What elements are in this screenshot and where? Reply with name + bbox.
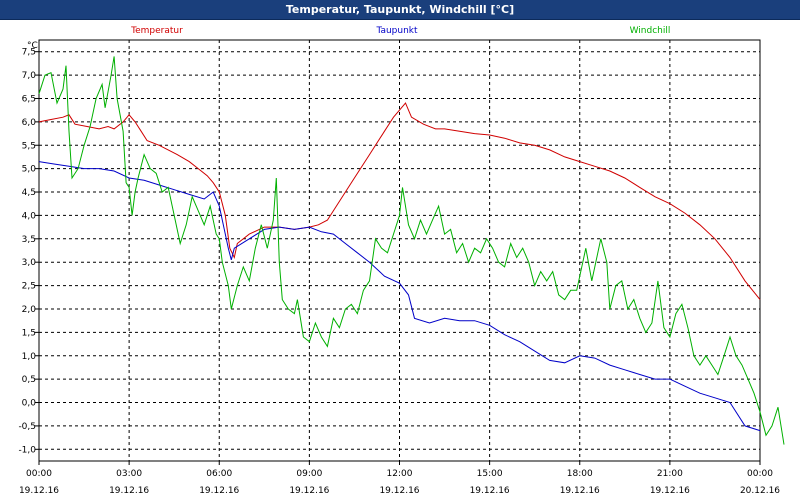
y-axis-unit: °C: [27, 41, 38, 51]
series-line-temperatur: [38, 102, 761, 300]
legend-windchill: Windchill: [630, 26, 671, 36]
y-tick-label: 2,5: [22, 282, 36, 292]
y-tick-label: 7,5: [22, 48, 36, 58]
y-tick-label: 4,5: [22, 188, 36, 198]
y-tick-label: 6,0: [22, 118, 37, 128]
chart-area: 7,5 7,0 6,5 6,0 5,5 5,0 4,5 4,0 3,5 3,0 2,5 2,0 1,5 1…: [18, 26, 785, 496]
x-tick-time: 09:00: [296, 469, 322, 479]
x-tick-time: 18:00: [567, 469, 593, 479]
y-tick-label: 7,0: [22, 71, 37, 81]
y-tick-label: 6,5: [22, 94, 36, 104]
y-tick-label: 2,0: [22, 305, 37, 315]
legend-temperatur: Temperatur: [130, 26, 183, 36]
series-line-taupunkt: [38, 161, 761, 432]
x-tick-date: 20.12.16: [740, 486, 780, 496]
y-tick-label: 3,5: [22, 235, 36, 245]
y-tick-label: -0,5: [18, 422, 36, 432]
x-tick-time: 00:00: [747, 469, 773, 479]
y-axis-ticks: 7,5 7,0 6,5 6,0 5,5 5,0 4,5 4,0 3,5 3,0 2,5 2,0 1,5 1…: [18, 48, 39, 455]
y-tick-label: 3,0: [22, 258, 37, 268]
legend-taupunkt: Taupunkt: [375, 26, 418, 36]
y-tick-label: -1,0: [18, 445, 36, 455]
series: [38, 56, 785, 445]
y-tick-label: 1,5: [22, 328, 36, 338]
x-tick-date: 19.12.16: [470, 486, 510, 496]
x-tick-time: 03:00: [116, 469, 142, 479]
y-tick-label: 5,5: [22, 141, 36, 151]
x-tick-time: 06:00: [206, 469, 232, 479]
x-tick-time: 12:00: [387, 469, 413, 479]
y-tick-label: 4,0: [22, 211, 37, 221]
title-bar: Temperatur, Taupunkt, Windchill [°C]: [0, 0, 800, 20]
y-tick-label: 0,0: [22, 399, 37, 409]
x-tick-time: 15:00: [477, 469, 503, 479]
y-tick-label: 5,0: [22, 165, 37, 175]
series-line-windchill: [38, 56, 785, 445]
chart-title: Temperatur, Taupunkt, Windchill [°C]: [285, 3, 515, 16]
x-tick-time: 00:00: [26, 469, 52, 479]
x-tick-date: 19.12.16: [289, 486, 329, 496]
legend: Temperatur Taupunkt Windchill: [130, 26, 670, 36]
y-tick-label: 0,5: [22, 375, 36, 385]
x-tick-date: 19.12.16: [109, 486, 149, 496]
x-tick-date: 19.12.16: [19, 486, 59, 496]
x-tick-time: 21:00: [657, 469, 683, 479]
x-tick-date: 19.12.16: [650, 486, 690, 496]
y-tick-label: 1,0: [22, 352, 37, 362]
grid: [39, 40, 760, 461]
x-tick-date: 19.12.16: [199, 486, 239, 496]
x-tick-date: 19.12.16: [560, 486, 600, 496]
x-tick-date: 19.12.16: [379, 486, 419, 496]
x-axis-ticks: 00:00 19.12.16 03:00 19.12.16 06:00 19.12.16 0…: [19, 461, 780, 496]
